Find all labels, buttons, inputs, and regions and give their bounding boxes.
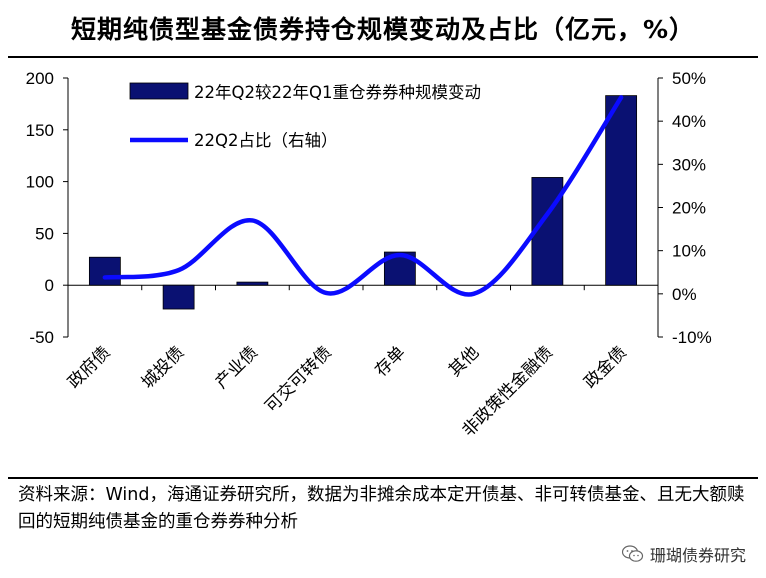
chart-area: 200 150 100 50 0 -50 50% 40% 30% 20% 10% 0% -10% 政府债城… (0, 58, 766, 476)
left-axis-tick-label: -50 (29, 328, 54, 347)
legend-line-label: 22Q2占比（右轴） (194, 131, 337, 150)
right-axis-tick-label: 30% (672, 155, 706, 174)
left-axis-tick-label: 0 (45, 276, 54, 295)
bar (162, 284, 195, 310)
title-divider (8, 56, 758, 58)
category-label: 可交可转债 (261, 343, 335, 417)
right-axis-tick-label: 50% (672, 69, 706, 88)
source-note: 资料来源：Wind，海通证券研究所，数据为非摊余成本定开债基、非可转债基金、且无… (18, 485, 745, 532)
left-axis-tick-label: 200 (26, 69, 54, 88)
left-axis-tick-label: 150 (26, 121, 54, 140)
legend-bar-label: 22年Q2较22年Q1重仓券券种规模变动 (194, 83, 481, 102)
category-label: 存单 (371, 343, 409, 381)
category-label: 产业债 (212, 343, 262, 393)
bar (88, 256, 121, 286)
combo-chart: 200 150 100 50 0 -50 50% 40% 30% 20% 10% 0% -10% 政府债城… (26, 69, 712, 441)
share-line (102, 95, 624, 297)
source-divider (8, 477, 758, 479)
chart-title-bar: 短期纯债型基金债券持仓规模变动及占比（亿元，%） (0, 0, 766, 56)
category-label: 其他 (445, 343, 483, 381)
category-label: 政金债 (580, 343, 630, 393)
right-axis-tick-label: 40% (672, 112, 706, 131)
wechat-icon (621, 545, 644, 563)
watermark: 珊瑚债券研究 (621, 542, 746, 566)
watermark-text: 珊瑚债券研究 (649, 546, 746, 565)
legend-bar-swatch (129, 82, 189, 100)
bar (605, 95, 638, 286)
left-axis-tick-label: 50 (35, 224, 54, 243)
right-axis-tick-label: -10% (672, 328, 712, 347)
right-axis-tick-label: 20% (672, 199, 706, 218)
left-axis-tick-label: 100 (26, 173, 54, 192)
right-axis-tick-label: 10% (672, 242, 706, 261)
bar (236, 281, 269, 286)
category-label: 政府债 (64, 343, 114, 393)
right-axis-tick-label: 0% (672, 285, 697, 304)
category-label: 城投债 (138, 343, 188, 393)
chart-title: 短期纯债型基金债券持仓规模变动及占比（亿元，%） (70, 15, 696, 44)
